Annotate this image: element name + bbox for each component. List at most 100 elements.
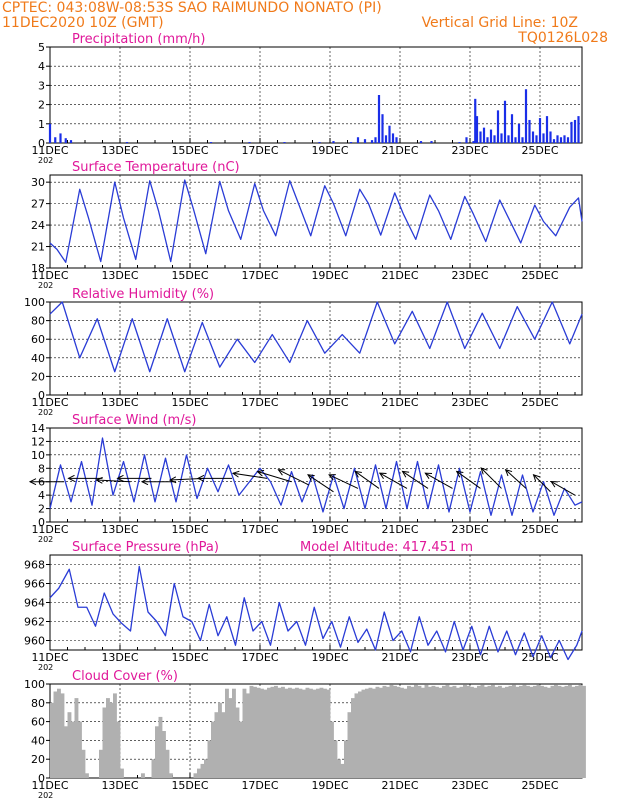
cloud-area-column [554, 684, 558, 778]
pres-xtick-label: 17DEC [241, 651, 278, 664]
cloud-area-column [347, 712, 352, 778]
pres-ytick-label: 962 [24, 616, 45, 629]
wind-arrow-head [116, 474, 124, 482]
cloud-area-column [316, 688, 320, 778]
precip-bar [377, 95, 381, 143]
cloud-area-column [291, 688, 296, 778]
cloud-area-column [354, 693, 359, 778]
temp-panel: 18 21 24 27 30 11DEC 13DEC 15DEC 17DEC 19DEC 21DEC… [31, 160, 583, 290]
wind-arrow-head [95, 476, 103, 484]
wind-ytick-label: 0 [38, 516, 45, 529]
cloud-area-column [389, 684, 394, 778]
cloud-area-column [155, 726, 159, 778]
wind-ytick-label: 14 [31, 422, 45, 435]
precip-bar [248, 142, 251, 143]
cloud-area-column [197, 768, 201, 778]
cloud-area-column [309, 688, 313, 778]
cloud-panel: 0 20 40 60 80 100 11DEC 13DEC 15DEC 17DEC 19DEC 21D… [24, 669, 586, 800]
cloud-area-column [211, 721, 215, 778]
cloud-area-column [466, 685, 471, 778]
cloud-area-column [379, 687, 383, 778]
temp-xtick-label: 23DEC [451, 269, 488, 282]
cloud-area-column [281, 686, 285, 778]
cloud-area-column [452, 685, 457, 778]
precip-bar [514, 137, 517, 143]
cloud-xtick-label: 13DEC [101, 779, 138, 792]
wind-arrow-head [424, 472, 433, 479]
cloud-area-column [358, 691, 362, 778]
precip-bar [489, 129, 493, 143]
cloud-area-column [109, 702, 114, 778]
precip-bar [283, 142, 286, 143]
precip-bar [48, 123, 52, 143]
wind-arrow-head [277, 469, 286, 476]
precip-ytick-label: 1 [38, 118, 45, 131]
wind-arrow-head [67, 474, 75, 482]
pres-panel: 960 962 964 966 968 11DEC 13DEC 15DEC 17DEC 19DEC… [24, 540, 583, 672]
precip-ytick-label: 5 [38, 41, 45, 54]
rh-series-line [49, 301, 583, 373]
pres-subtitle: Model Altitude: 417.451 m [300, 540, 473, 555]
precip-bar [559, 137, 563, 143]
cloud-area-column [393, 685, 397, 778]
precip-year-fragment: 202 [38, 156, 53, 165]
cloud-area-column [337, 759, 341, 778]
precip-bar [475, 116, 479, 143]
wind-arrow [425, 472, 453, 489]
precip-bar [521, 137, 524, 143]
wind-arrow [402, 471, 429, 489]
rh-xtick-label: 15DEC [171, 396, 208, 409]
cloud-area-column [221, 712, 226, 778]
precip-ytick-label: 0 [38, 137, 45, 150]
temp-xtick-label: 17DEC [241, 269, 278, 282]
rh-ytick-label: 80 [31, 315, 45, 328]
cloud-area-column [169, 773, 173, 778]
cloud-area-column [508, 685, 513, 778]
temp-xtick-label: 19DEC [311, 269, 348, 282]
cloud-area-column [102, 707, 107, 778]
wind-arrow-head [455, 470, 464, 478]
cloud-area-column [298, 688, 303, 778]
temp-ytick-label: 21 [31, 241, 45, 254]
cloud-area-column [267, 687, 271, 778]
wind-frame [49, 427, 583, 523]
precip-ytick-label: 3 [38, 79, 45, 92]
precip-title: Precipitation (mm/h) [72, 32, 205, 47]
precip-bar [528, 119, 531, 143]
pres-xtick-label: 19DEC [311, 651, 348, 664]
cloud-area-column [442, 685, 446, 778]
wind-arrow [505, 469, 527, 489]
temp-xtick-label: 13DEC [101, 269, 138, 282]
wind-title: Surface Wind (m/s) [72, 413, 196, 428]
precip-bar [524, 89, 528, 143]
cloud-ytick-label: 60 [31, 716, 45, 729]
cloud-area-column [463, 684, 467, 778]
cloud-area-column [491, 684, 495, 778]
cloud-area-column [494, 686, 499, 778]
cloud-area-column [242, 688, 247, 778]
precip-bar [332, 141, 335, 143]
cloud-area-column [568, 684, 572, 778]
cloud-area-column [407, 685, 411, 778]
cloud-area-column [274, 685, 278, 778]
cloud-area-column [158, 716, 163, 778]
cloud-area-column [295, 687, 299, 778]
cloud-area-column [543, 686, 548, 778]
wind-arrow-head [354, 470, 362, 478]
header-datetime: 11DEC2020 10Z (GMT) [2, 15, 164, 31]
cloud-area-column [288, 687, 292, 778]
pres-year-fragment: 202 [38, 663, 53, 672]
wind-arrow [307, 474, 334, 493]
cloud-area-column [239, 721, 243, 778]
precip-bar [563, 135, 566, 143]
rh-xtick-label: 25DEC [521, 396, 558, 409]
cloud-area-column [540, 685, 544, 778]
wind-xtick-label: 15DEC [171, 523, 208, 536]
wind-ytick-label: 4 [38, 489, 45, 502]
cloud-area-column [480, 684, 485, 778]
precip-bar [125, 142, 129, 143]
cloud-area-column [501, 687, 506, 778]
pres-ytick-label: 968 [24, 559, 45, 572]
precip-bar [496, 110, 500, 143]
cloud-area-column [561, 686, 565, 778]
